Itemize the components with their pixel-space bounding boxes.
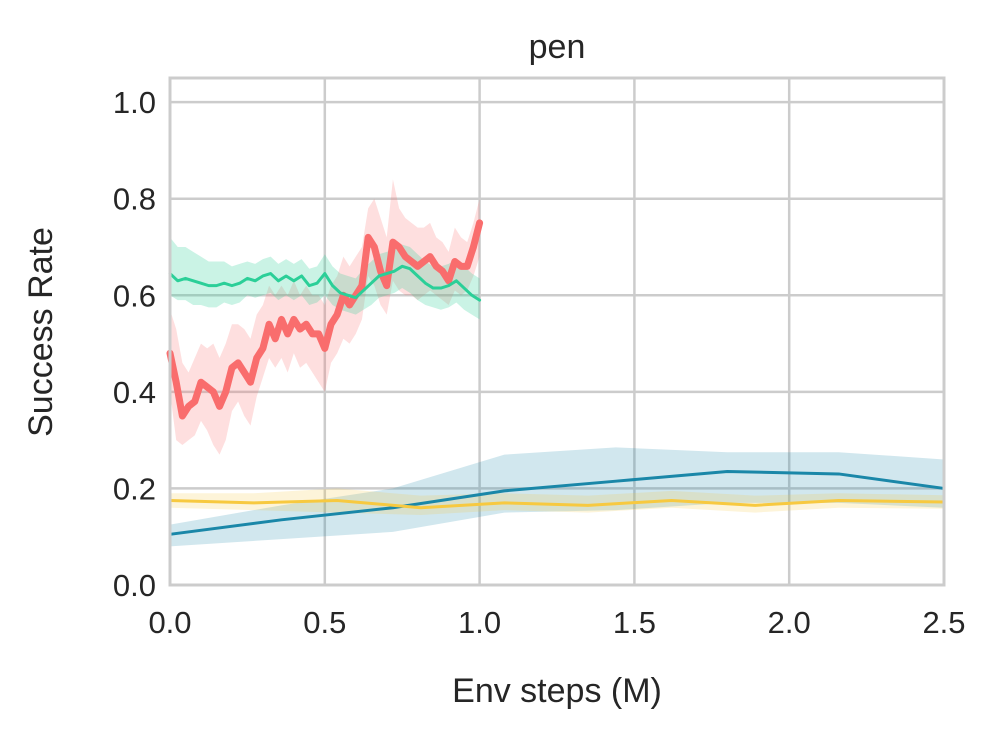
- x-tick-label: 0.0: [148, 605, 191, 640]
- series-lines: [166, 219, 946, 536]
- y-tick-label: 0.2: [113, 471, 156, 506]
- x-tick-label: 2.0: [768, 605, 811, 640]
- x-tick-label: 1.0: [458, 605, 501, 640]
- x-tick-label: 2.5: [922, 605, 965, 640]
- yellow-series-band: [170, 488, 944, 515]
- x-axis-label: Env steps (M): [452, 672, 662, 710]
- x-tick-label: 0.5: [303, 605, 346, 640]
- green-series-line: [168, 264, 482, 302]
- red-series-line: [166, 219, 484, 420]
- y-tick-labels: 0.0 0.2 0.4 0.6 0.8 1.0: [113, 85, 156, 603]
- blue-series-line: [168, 470, 946, 536]
- x-tick-labels: 0.0 0.5 1.0 1.5 2.0 2.5: [148, 605, 965, 640]
- x-tick-label: 1.5: [613, 605, 656, 640]
- y-tick-label: 1.0: [113, 85, 156, 120]
- y-tick-label: 0.6: [113, 278, 156, 313]
- yellow-series-line: [168, 499, 946, 510]
- y-tick-label: 0.4: [113, 375, 156, 410]
- y-tick-label: 0.8: [113, 182, 156, 217]
- y-tick-label: 0.0: [113, 568, 156, 603]
- chart-title: pen: [529, 28, 586, 66]
- y-axis-label: Success Rate: [22, 227, 60, 437]
- grid-lines: [168, 78, 946, 587]
- plot-frame: [168, 76, 946, 587]
